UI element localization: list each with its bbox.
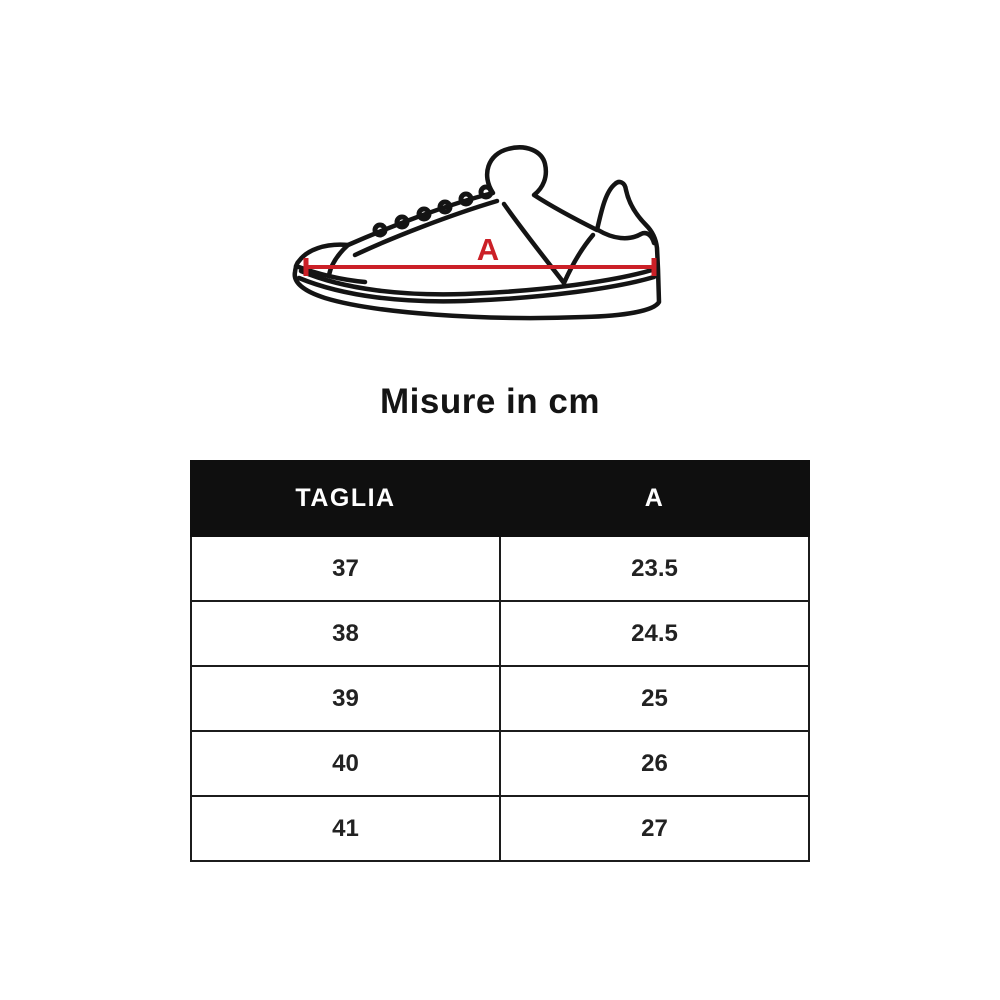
cell-a: 23.5 bbox=[499, 535, 810, 602]
cell-taglia: 41 bbox=[190, 795, 501, 862]
size-table: TAGLIA A 37 23.5 38 24.5 39 25 40 26 41 bbox=[190, 460, 810, 862]
midsole-line-upper bbox=[298, 267, 655, 297]
header-a: A bbox=[499, 460, 810, 537]
cell-taglia: 37 bbox=[190, 535, 501, 602]
table-header-row: TAGLIA A bbox=[190, 460, 810, 537]
cell-a: 24.5 bbox=[499, 600, 810, 667]
laces bbox=[372, 184, 494, 238]
table-row: 37 23.5 bbox=[190, 535, 810, 602]
page-title: Misure in cm bbox=[380, 382, 600, 421]
cell-taglia: 38 bbox=[190, 600, 501, 667]
heel-seam bbox=[595, 227, 657, 246]
table-row: 39 25 bbox=[190, 665, 810, 732]
measurement-label: A bbox=[477, 232, 499, 267]
cell-a: 27 bbox=[499, 795, 810, 862]
cell-a: 26 bbox=[499, 730, 810, 797]
quarter-seam-right bbox=[561, 232, 596, 286]
toe-bumper-line bbox=[293, 263, 368, 285]
table-row: 41 27 bbox=[190, 795, 810, 862]
sneaker-diagram: A bbox=[292, 145, 662, 321]
table-row: 38 24.5 bbox=[190, 600, 810, 667]
cell-taglia: 39 bbox=[190, 665, 501, 732]
cell-taglia: 40 bbox=[190, 730, 501, 797]
quarter-seam-left bbox=[501, 201, 567, 286]
cell-a: 25 bbox=[499, 665, 810, 732]
midsole-line-lower bbox=[296, 274, 657, 304]
eyestay-line bbox=[352, 198, 500, 258]
table-row: 40 26 bbox=[190, 730, 810, 797]
toe-cap-seam bbox=[326, 242, 351, 278]
measurement-arrow: A bbox=[303, 232, 657, 276]
header-taglia: TAGLIA bbox=[190, 460, 501, 537]
